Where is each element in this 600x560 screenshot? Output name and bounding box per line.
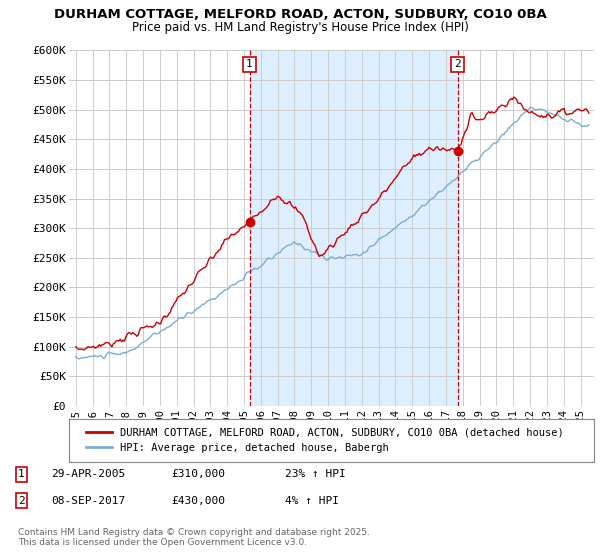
Text: 2: 2 (18, 496, 25, 506)
Text: £430,000: £430,000 (171, 496, 225, 506)
Text: Price paid vs. HM Land Registry's House Price Index (HPI): Price paid vs. HM Land Registry's House … (131, 21, 469, 34)
Text: 1: 1 (18, 469, 25, 479)
Text: 23% ↑ HPI: 23% ↑ HPI (285, 469, 346, 479)
Text: £310,000: £310,000 (171, 469, 225, 479)
Text: DURHAM COTTAGE, MELFORD ROAD, ACTON, SUDBURY, CO10 0BA: DURHAM COTTAGE, MELFORD ROAD, ACTON, SUD… (53, 8, 547, 21)
Bar (250, 50, 458, 406)
Text: 1: 1 (246, 59, 253, 69)
Legend: DURHAM COTTAGE, MELFORD ROAD, ACTON, SUDBURY, CO10 0BA (detached house), HPI: Av: DURHAM COTTAGE, MELFORD ROAD, ACTON, SUD… (79, 422, 570, 459)
Text: 08-SEP-2017: 08-SEP-2017 (51, 496, 125, 506)
Text: 4% ↑ HPI: 4% ↑ HPI (285, 496, 339, 506)
Text: 29-APR-2005: 29-APR-2005 (51, 469, 125, 479)
Text: Contains HM Land Registry data © Crown copyright and database right 2025.
This d: Contains HM Land Registry data © Crown c… (18, 528, 370, 547)
Text: 2: 2 (454, 59, 461, 69)
